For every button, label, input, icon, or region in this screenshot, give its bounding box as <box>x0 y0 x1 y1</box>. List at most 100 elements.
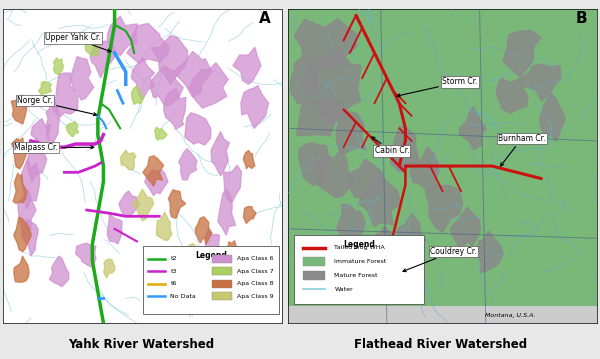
Polygon shape <box>391 126 420 172</box>
Polygon shape <box>303 48 361 123</box>
Text: Apa Class 8: Apa Class 8 <box>238 281 274 286</box>
Polygon shape <box>11 138 28 169</box>
Bar <box>304 257 325 266</box>
Polygon shape <box>367 226 393 261</box>
Polygon shape <box>247 248 261 270</box>
Bar <box>212 292 232 300</box>
Polygon shape <box>295 19 356 71</box>
Text: Montana, U.S.A.: Montana, U.S.A. <box>485 313 536 318</box>
Polygon shape <box>131 86 144 104</box>
Polygon shape <box>14 256 29 282</box>
Polygon shape <box>185 113 211 145</box>
Polygon shape <box>539 93 565 141</box>
Polygon shape <box>46 98 59 143</box>
Polygon shape <box>76 243 96 267</box>
Polygon shape <box>14 217 31 252</box>
Polygon shape <box>460 107 486 150</box>
Polygon shape <box>104 259 115 278</box>
Text: Yahk River Watershed: Yahk River Watershed <box>68 338 214 351</box>
Text: Immature Forest: Immature Forest <box>334 259 386 264</box>
Polygon shape <box>151 36 188 85</box>
Polygon shape <box>359 175 401 227</box>
Bar <box>212 255 232 263</box>
Text: Cabin Cr.: Cabin Cr. <box>371 137 409 155</box>
Polygon shape <box>50 256 69 286</box>
Polygon shape <box>496 78 528 113</box>
Text: Legend: Legend <box>195 251 227 260</box>
Text: Burnham Cr.: Burnham Cr. <box>498 134 545 166</box>
Polygon shape <box>145 169 168 196</box>
Polygon shape <box>410 147 439 190</box>
Polygon shape <box>244 206 256 224</box>
Polygon shape <box>189 63 228 108</box>
Text: Malpass Cr.: Malpass Cr. <box>14 143 94 152</box>
Text: Storm Cr.: Storm Cr. <box>397 78 478 97</box>
Polygon shape <box>131 57 155 99</box>
Polygon shape <box>132 189 154 221</box>
Polygon shape <box>204 228 220 263</box>
Polygon shape <box>11 95 26 124</box>
Polygon shape <box>241 85 269 129</box>
Text: Water: Water <box>334 287 353 292</box>
Polygon shape <box>503 31 541 77</box>
Text: Flathead River Watershed: Flathead River Watershed <box>355 338 527 351</box>
Polygon shape <box>218 189 236 235</box>
Polygon shape <box>336 110 366 155</box>
Text: Mature Forest: Mature Forest <box>334 273 378 278</box>
Polygon shape <box>210 269 221 290</box>
Polygon shape <box>90 41 115 78</box>
Text: t2: t2 <box>170 256 177 261</box>
Polygon shape <box>233 47 261 84</box>
Text: Norge Cr.: Norge Cr. <box>17 96 97 116</box>
Text: Legend: Legend <box>343 240 375 249</box>
Polygon shape <box>155 127 167 140</box>
Bar <box>212 280 232 288</box>
Text: Tailed Frog WHA: Tailed Frog WHA <box>334 245 385 250</box>
Polygon shape <box>164 88 186 129</box>
Polygon shape <box>476 231 503 273</box>
Bar <box>212 267 232 275</box>
Polygon shape <box>53 73 78 117</box>
Polygon shape <box>67 121 79 137</box>
Text: Apa Class 7: Apa Class 7 <box>238 269 274 274</box>
Text: A: A <box>259 11 271 26</box>
Polygon shape <box>227 241 237 266</box>
Polygon shape <box>21 159 40 210</box>
Polygon shape <box>397 214 426 251</box>
Polygon shape <box>18 190 36 233</box>
Polygon shape <box>71 57 94 100</box>
Text: Apa Class 9: Apa Class 9 <box>238 294 274 299</box>
Bar <box>143 246 279 314</box>
Polygon shape <box>151 66 183 106</box>
Text: No Data: No Data <box>170 294 196 299</box>
Polygon shape <box>425 186 463 232</box>
Polygon shape <box>143 156 164 186</box>
Polygon shape <box>53 57 63 75</box>
Polygon shape <box>185 243 201 264</box>
Polygon shape <box>107 16 137 56</box>
Polygon shape <box>85 34 99 56</box>
Polygon shape <box>348 159 383 199</box>
Polygon shape <box>157 212 172 240</box>
Polygon shape <box>337 204 365 240</box>
Text: Apa Class 6: Apa Class 6 <box>238 256 274 261</box>
Polygon shape <box>290 55 317 104</box>
Polygon shape <box>13 173 27 204</box>
Polygon shape <box>179 149 197 180</box>
Polygon shape <box>21 219 38 256</box>
Polygon shape <box>299 143 329 185</box>
Polygon shape <box>169 190 185 218</box>
Polygon shape <box>296 97 340 136</box>
Polygon shape <box>173 51 212 97</box>
Polygon shape <box>244 150 255 169</box>
Polygon shape <box>211 131 229 176</box>
Text: t6: t6 <box>170 281 177 286</box>
Polygon shape <box>31 119 51 151</box>
Polygon shape <box>107 214 122 244</box>
Polygon shape <box>38 81 52 95</box>
Polygon shape <box>195 217 212 244</box>
Text: Upper Yahk Cr.: Upper Yahk Cr. <box>45 33 111 52</box>
Polygon shape <box>119 191 139 216</box>
Bar <box>304 271 325 280</box>
Text: t3: t3 <box>170 269 177 274</box>
